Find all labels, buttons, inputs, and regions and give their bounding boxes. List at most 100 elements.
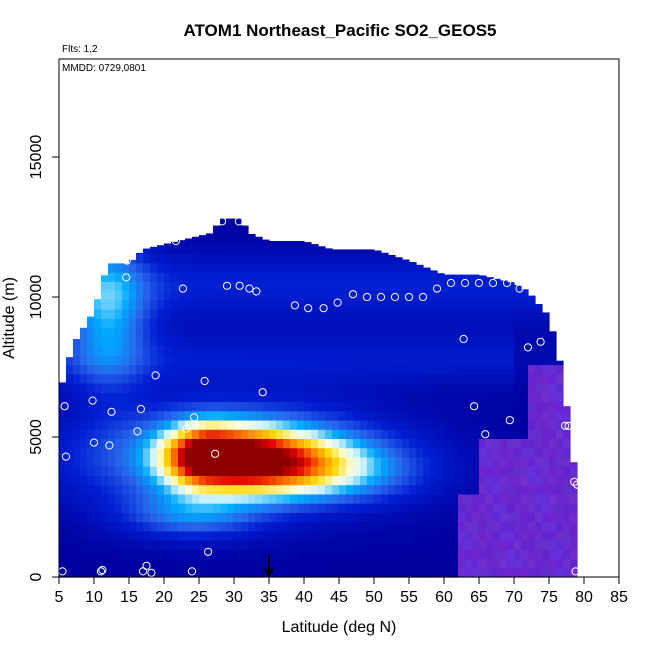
heatmap-cell (339, 262, 347, 273)
heatmap-cell (276, 373, 284, 384)
heatmap-cell (360, 410, 368, 421)
heatmap-cell (150, 346, 158, 356)
heatmap-cell (346, 336, 354, 347)
heatmap-cell (297, 512, 305, 523)
heatmap-cell (164, 243, 172, 245)
heatmap-cell (171, 336, 179, 347)
heatmap-cell (458, 456, 466, 467)
heatmap-cell (346, 392, 354, 403)
heatmap-cell (129, 447, 137, 458)
heatmap-cell (276, 346, 284, 356)
heatmap-cell (437, 438, 445, 449)
heatmap-cell (479, 327, 487, 338)
heatmap-cell (507, 336, 515, 347)
heatmap-cell (136, 549, 144, 560)
heatmap-cell (199, 309, 207, 319)
heatmap-cell (87, 346, 95, 356)
heatmap-cell (185, 521, 193, 532)
heatmap-cell (423, 484, 431, 495)
heatmap-cell (563, 429, 571, 439)
heatmap-cell (213, 299, 221, 310)
heatmap-cell (94, 410, 102, 421)
heatmap-cell (262, 272, 270, 282)
heatmap-cell (129, 475, 137, 486)
heatmap-cell (304, 290, 312, 301)
heatmap-cell (528, 346, 536, 356)
heatmap-cell (276, 392, 284, 403)
heatmap-cell (115, 346, 123, 356)
heatmap-cell (157, 493, 165, 504)
heatmap-cell (423, 346, 431, 356)
heatmap-cell (388, 255, 396, 264)
heatmap-cell (206, 549, 214, 560)
heatmap-cell (360, 419, 368, 430)
heatmap-cell (178, 355, 186, 366)
heatmap-cell (276, 281, 284, 292)
x-tick-label: 65 (470, 589, 488, 606)
heatmap-cell (395, 493, 403, 504)
heatmap-cell (220, 456, 228, 467)
heatmap-cell (423, 392, 431, 403)
heatmap-cell (395, 410, 403, 421)
heatmap-cell (248, 364, 256, 375)
flight-point (502, 278, 512, 288)
heatmap-cell (297, 281, 305, 292)
heatmap-cell (353, 475, 361, 486)
heatmap-cell (227, 438, 235, 449)
y-axis-title: Altitude (m) (1, 277, 18, 359)
heatmap-cell (241, 540, 249, 550)
heatmap-cell (185, 540, 193, 550)
heatmap-cell (220, 429, 228, 439)
heatmap-cell (374, 318, 382, 329)
heatmap-cell (80, 373, 88, 384)
heatmap-cell (465, 540, 473, 550)
heatmap-cell (213, 438, 221, 449)
heatmap-cell (493, 281, 501, 292)
heatmap-cell (220, 225, 228, 236)
heatmap-cell (472, 327, 480, 338)
heatmap-cell (66, 410, 74, 421)
heatmap-cell (353, 419, 361, 430)
heatmap-cell (325, 364, 333, 375)
heatmap-cell (129, 299, 137, 310)
heatmap-cell (290, 530, 298, 541)
heatmap-cell (59, 466, 67, 476)
heatmap-cell (325, 336, 333, 347)
heatmap-cell (206, 540, 214, 550)
heatmap-cell (227, 218, 235, 227)
heatmap-cell (458, 290, 466, 301)
heatmap-cell (479, 290, 487, 301)
heatmap-cell (521, 401, 529, 412)
heatmap-cell (353, 249, 361, 255)
heatmap-cell (395, 438, 403, 449)
heatmap-cell (535, 503, 543, 513)
heatmap-cell (521, 309, 529, 319)
heatmap-cell (129, 382, 137, 393)
heatmap-cell (528, 456, 536, 467)
heatmap-cell (283, 318, 291, 329)
flight-point (491, 256, 500, 265)
heatmap-cell (283, 447, 291, 458)
heatmap-cell (143, 456, 151, 467)
heatmap-cell (150, 364, 158, 375)
heatmap-cell (227, 493, 235, 504)
heatmap-cell (171, 272, 179, 282)
heatmap-cell (255, 382, 263, 393)
heatmap-cell (521, 558, 529, 569)
x-tick-label: 25 (190, 589, 208, 606)
heatmap-cell (395, 318, 403, 329)
heatmap-cell (276, 493, 284, 504)
heatmap-cell (304, 242, 312, 245)
heatmap-cell (234, 318, 242, 329)
heatmap-cell (73, 429, 81, 439)
heatmap-cell (346, 484, 354, 495)
heatmap-cell (535, 558, 543, 569)
heatmap-cell (388, 530, 396, 541)
heatmap-cell (507, 503, 515, 513)
heatmap-cell (143, 382, 151, 393)
heatmap-cell (570, 493, 578, 504)
heatmap-cell (458, 382, 466, 393)
heatmap-cell (171, 241, 179, 245)
y-tick-label: 0 (28, 572, 45, 581)
heatmap-cell (150, 466, 158, 476)
